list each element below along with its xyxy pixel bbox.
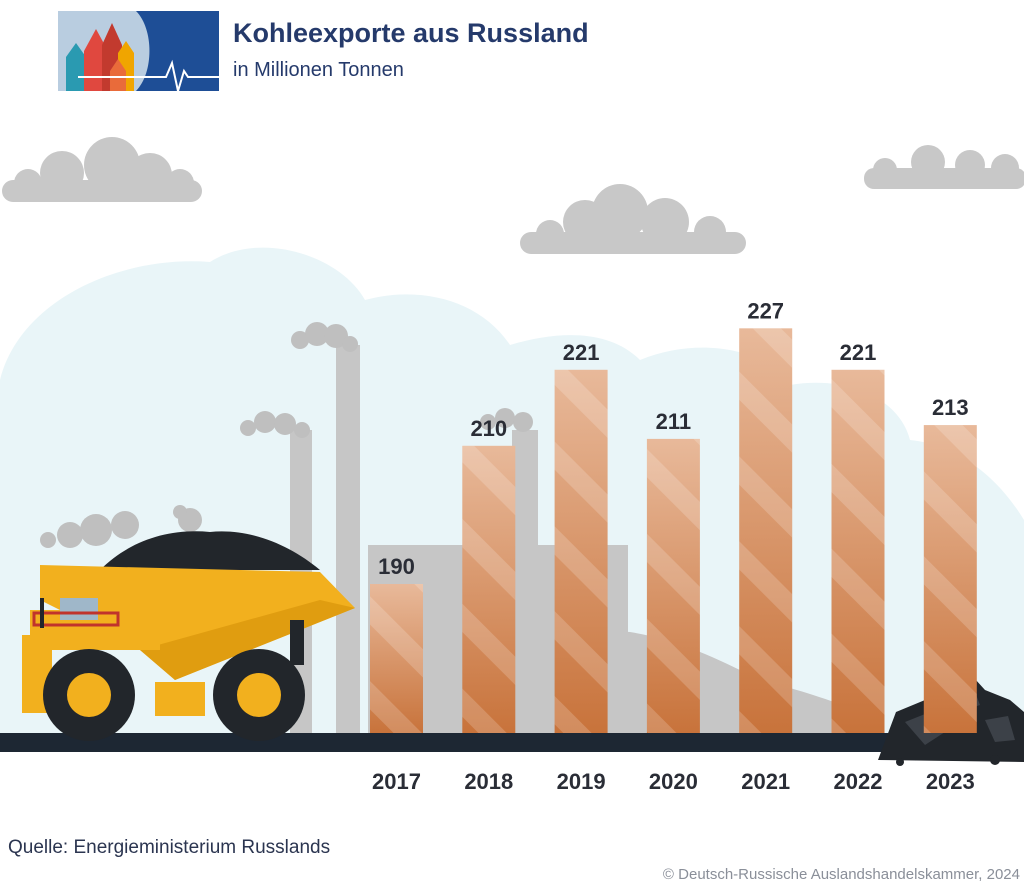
dump-truck-icon (22, 531, 355, 741)
data-label: 221 (563, 340, 600, 365)
x-tick-label: 2019 (557, 769, 606, 794)
cloud-icon (2, 137, 202, 202)
data-label: 221 (840, 340, 877, 365)
bars-layer: 190 2017 210 2018 221 2019 211 2020 227 2021 221 20… (370, 298, 977, 794)
x-tick-label: 2018 (464, 769, 513, 794)
x-tick-label: 2020 (649, 769, 698, 794)
cloud-icon (864, 145, 1024, 189)
data-label: 210 (470, 416, 507, 441)
bar-stripes (831, 369, 885, 733)
data-label: 213 (932, 395, 969, 420)
copyright-note: © Deutsch-Russische Auslandshandelskamme… (662, 866, 1020, 883)
x-tick-label: 2021 (741, 769, 790, 794)
x-tick-label: 2017 (372, 769, 421, 794)
cloud-icon (520, 184, 746, 254)
x-tick-label: 2023 (926, 769, 975, 794)
bar-stripes (646, 438, 700, 733)
bar-stripes (739, 328, 793, 733)
data-label: 190 (378, 554, 415, 579)
logo-cathedral-heartbeat-icon (58, 11, 219, 91)
chart-title: Kohleexporte aus Russland (233, 18, 589, 48)
bar-stripes (462, 445, 516, 733)
bar-stripes (554, 369, 608, 733)
data-label: 211 (656, 409, 692, 434)
source-note: Quelle: Energieministerium Russlands (8, 837, 331, 858)
bar-stripes (923, 425, 977, 733)
x-tick-label: 2022 (834, 769, 883, 794)
bar-stripes (370, 584, 423, 733)
data-label: 227 (747, 298, 784, 323)
smoke-icon (40, 322, 533, 548)
chart-subtitle: in Millionen Tonnen (233, 59, 404, 81)
